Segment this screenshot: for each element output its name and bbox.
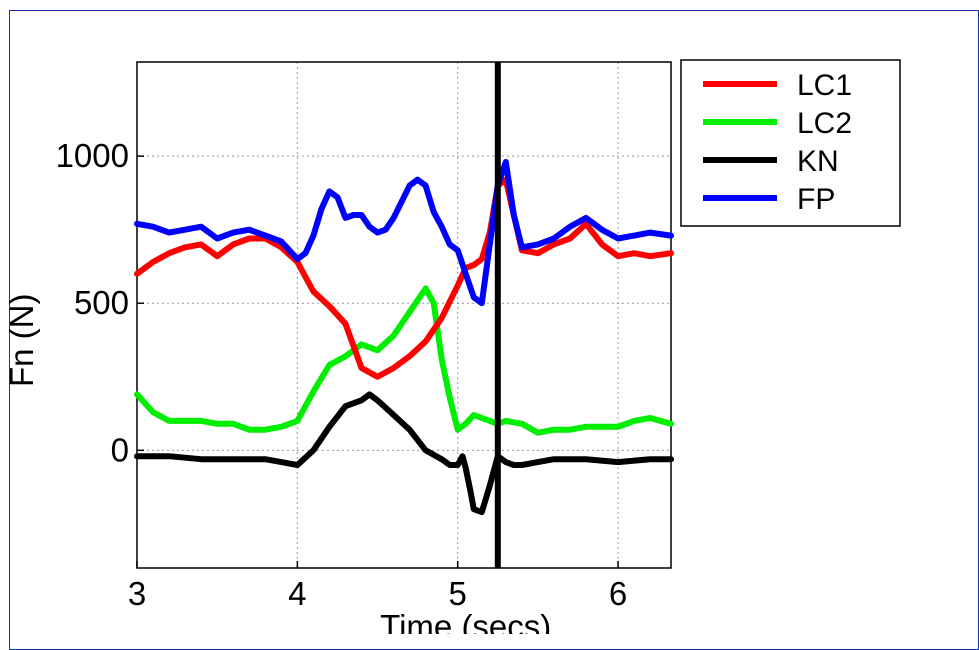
x-tick-label: 4: [288, 575, 306, 612]
x-axis-ticks: 3 4 5 6: [128, 561, 627, 612]
series-line-lc1: [134, 176, 674, 380]
chart: 3 4 5 6 0 500 1000 Time (secs) Fn (N) LC1 LC2 K…: [3, 59, 901, 634]
x-tick-label: 6: [609, 575, 627, 612]
x-tick-label: 5: [449, 575, 467, 612]
legend-label-kn: KN: [797, 145, 839, 178]
legend: LC1 LC2 KN FP: [680, 59, 901, 227]
legend-label-fp: FP: [797, 183, 835, 216]
legend-label-lc1: LC1: [797, 69, 852, 102]
legend-label-lc2: LC2: [797, 107, 852, 140]
series-line-kn: [134, 391, 674, 516]
series-line-fp: [134, 159, 674, 307]
y-tick-label: 0: [111, 431, 129, 468]
y-tick-label: 500: [74, 284, 129, 321]
grid: [137, 62, 671, 568]
plot-area: [136, 61, 672, 569]
y-axis-ticks: 0 500 1000: [56, 137, 144, 468]
x-axis-label: Time (secs): [380, 608, 551, 634]
x-tick-label: 3: [128, 575, 146, 612]
y-axis-label: Fn (N): [3, 294, 40, 388]
series-line-lc2: [134, 285, 674, 436]
series-layer: [134, 159, 674, 516]
y-tick-label: 1000: [56, 137, 129, 174]
